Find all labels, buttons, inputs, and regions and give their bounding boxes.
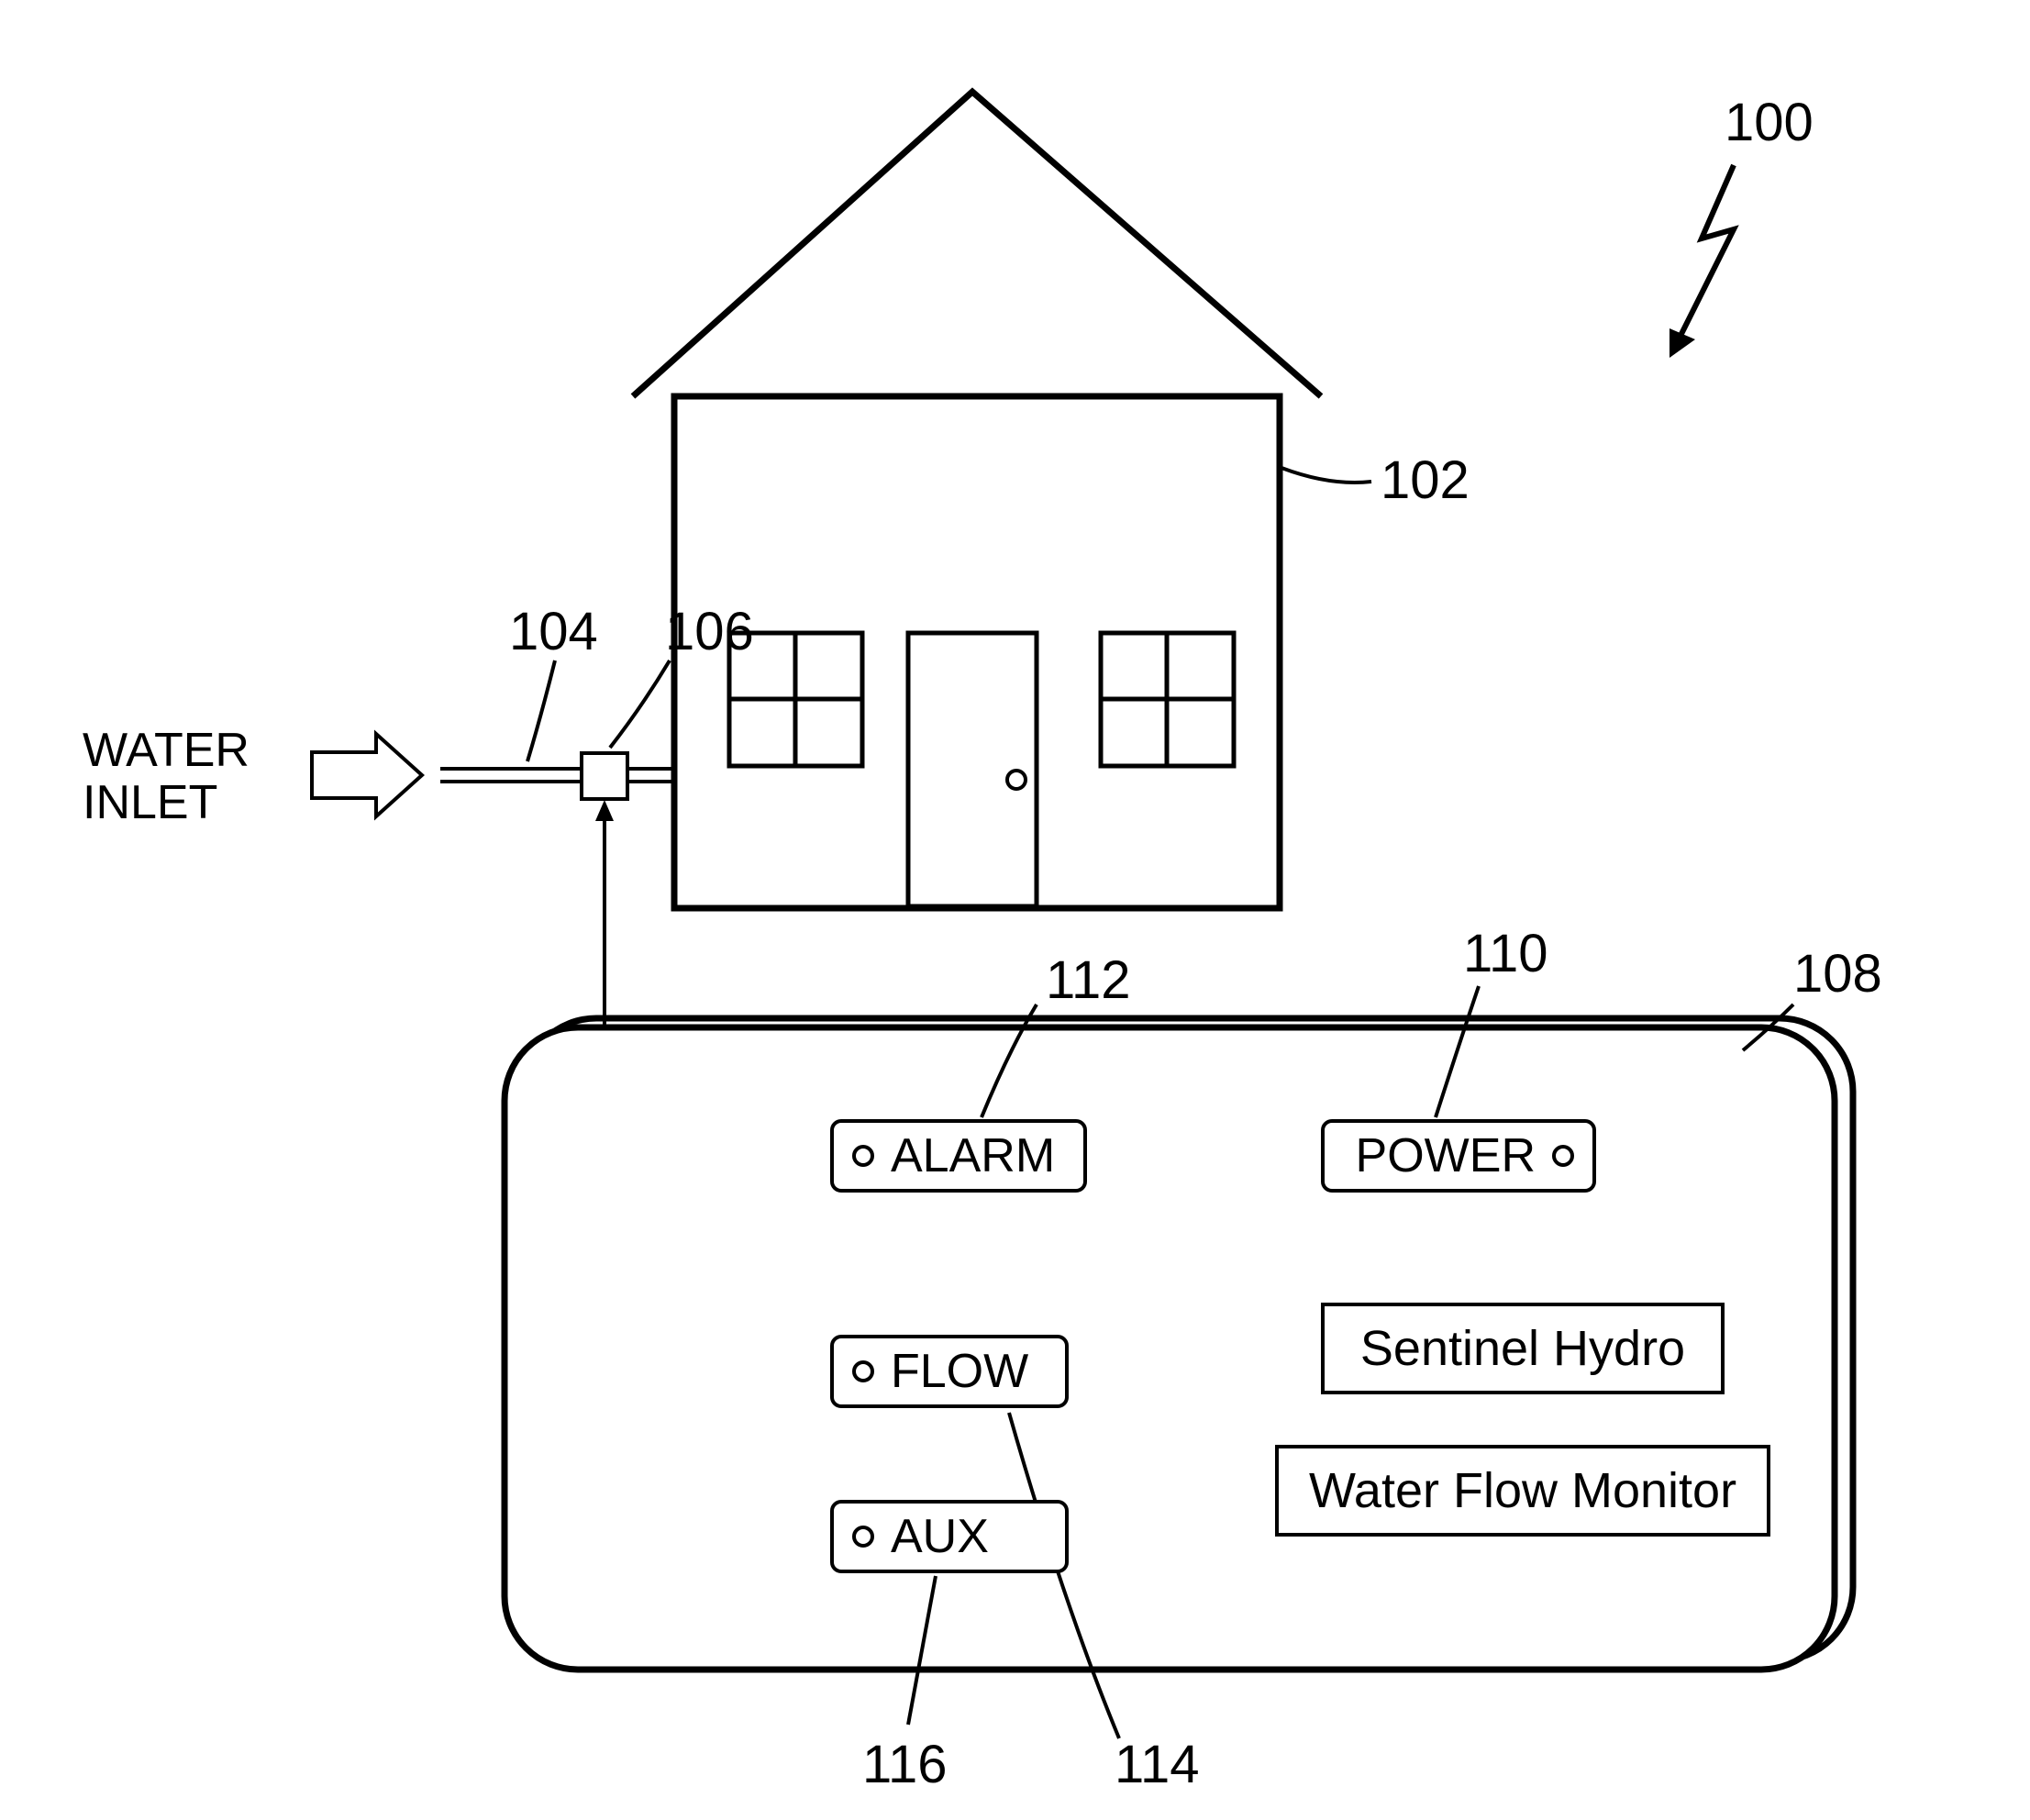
- water-inlet-label-line2: INLET: [83, 777, 250, 829]
- water-pipe: [440, 769, 674, 782]
- ref-108: 108: [1793, 943, 1882, 1004]
- sensor-box: [582, 753, 627, 799]
- brand-label: Sentinel Hydro: [1360, 1320, 1685, 1377]
- ref-102: 102: [1381, 449, 1470, 511]
- product-title-label: Water Flow Monitor: [1309, 1462, 1736, 1519]
- ref-106: 106: [665, 601, 754, 662]
- flow-indicator: FLOW: [830, 1335, 1069, 1408]
- aux-indicator: AUX: [830, 1500, 1069, 1573]
- brand-box: Sentinel Hydro: [1321, 1303, 1725, 1394]
- house-roof: [633, 92, 1321, 396]
- ref-100: 100: [1725, 92, 1814, 153]
- leader-104: [527, 660, 555, 761]
- ref-110: 110: [1463, 923, 1547, 984]
- leader-106: [610, 660, 670, 748]
- flow-label: FLOW: [891, 1344, 1028, 1399]
- ref-114: 114: [1115, 1734, 1199, 1795]
- aux-led-icon: [852, 1526, 874, 1548]
- water-inlet-label: WATER INLET: [83, 725, 250, 829]
- ref-116: 116: [862, 1734, 947, 1795]
- aux-label: AUX: [891, 1509, 989, 1564]
- ref-112: 112: [1046, 949, 1130, 1011]
- alarm-indicator: ALARM: [830, 1119, 1087, 1193]
- ref-104: 104: [509, 601, 598, 662]
- power-indicator: POWER: [1321, 1119, 1596, 1193]
- main-ref-arrow: [1669, 165, 1734, 358]
- alarm-led-icon: [852, 1145, 874, 1167]
- water-inlet-arrow: [312, 734, 422, 816]
- water-inlet-label-line1: WATER: [83, 725, 250, 777]
- leader-102: [1281, 468, 1371, 483]
- house-window-right: [1101, 633, 1234, 766]
- power-led-icon: [1552, 1145, 1574, 1167]
- diagram-container: WATER INLET 100 102 104 106 108 110 112 …: [0, 0, 2030, 1820]
- sensor-to-panel-line: [595, 800, 614, 1027]
- product-title-box: Water Flow Monitor: [1275, 1445, 1770, 1537]
- flow-led-icon: [852, 1360, 874, 1382]
- power-label: POWER: [1356, 1128, 1536, 1183]
- alarm-label: ALARM: [891, 1128, 1055, 1183]
